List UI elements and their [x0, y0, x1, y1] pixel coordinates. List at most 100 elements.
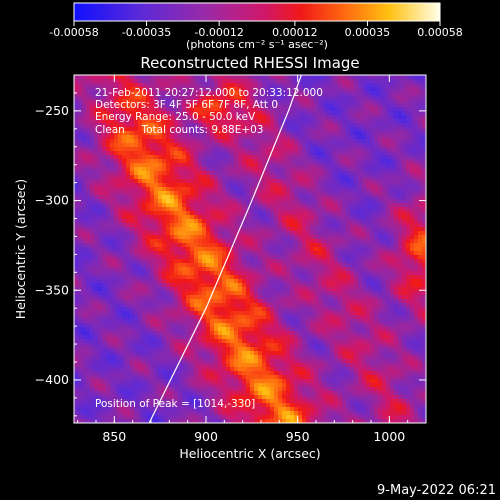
heatmap-cell [342, 143, 347, 148]
heatmap-cell [374, 235, 379, 240]
heatmap-cell [130, 291, 135, 296]
heatmap-cell [406, 91, 411, 96]
heatmap-cell [282, 75, 287, 80]
heatmap-cell [410, 159, 415, 164]
heatmap-cell [374, 207, 379, 212]
heatmap-cell [422, 275, 426, 280]
heatmap-cell [246, 231, 251, 236]
heatmap-cell [170, 235, 175, 240]
heatmap-cell [146, 91, 151, 96]
heatmap-cell [194, 259, 199, 264]
heatmap-cell [350, 119, 355, 124]
heatmap-cell [370, 283, 375, 288]
heatmap-cell [306, 279, 311, 284]
heatmap-cell [354, 147, 359, 152]
heatmap-cell [202, 267, 207, 272]
heatmap-cell [122, 131, 127, 136]
heatmap-cell [242, 271, 247, 276]
heatmap-cell [310, 191, 315, 196]
heatmap-cell [134, 119, 139, 124]
heatmap-cell [158, 183, 163, 188]
heatmap-cell [98, 87, 103, 92]
heatmap-cell [342, 203, 347, 208]
heatmap-cell [246, 251, 251, 256]
heatmap-cell [226, 83, 231, 88]
heatmap-cell [114, 215, 119, 220]
heatmap-cell [274, 163, 279, 168]
heatmap-cell [374, 115, 379, 120]
heatmap-cell [130, 115, 135, 120]
heatmap-cell [154, 87, 159, 92]
heatmap-cell [178, 107, 183, 112]
heatmap-cell [222, 207, 227, 212]
heatmap-cell [330, 179, 335, 184]
heatmap-cell [102, 99, 107, 104]
heatmap-cell [162, 103, 167, 108]
heatmap-cell [158, 207, 163, 212]
heatmap-cell [358, 99, 363, 104]
heatmap-cell [154, 151, 159, 156]
heatmap-cell [118, 251, 123, 256]
heatmap-cell [234, 259, 239, 264]
heatmap-cell [390, 95, 395, 100]
heatmap-cell [198, 87, 203, 92]
heatmap-cell [262, 295, 267, 300]
heatmap-cell [386, 91, 391, 96]
heatmap-cell [138, 239, 143, 244]
heatmap-cell [114, 99, 119, 104]
heatmap-cell [198, 139, 203, 144]
heatmap-cell [318, 163, 323, 168]
heatmap-cell [262, 111, 267, 116]
heatmap-cell [350, 123, 355, 128]
heatmap-cell [146, 123, 151, 128]
heatmap-cell [278, 111, 283, 116]
heatmap-cell [390, 251, 395, 256]
heatmap-cell [370, 91, 375, 96]
heatmap-cell [386, 223, 391, 228]
heatmap-cell [398, 259, 403, 264]
heatmap-cell [306, 75, 311, 80]
heatmap-cell [366, 131, 371, 136]
heatmap-cell [374, 267, 379, 272]
heatmap-cell [382, 159, 387, 164]
heatmap-cell [182, 79, 187, 84]
heatmap-cell [422, 171, 426, 176]
heatmap-cell [254, 163, 259, 168]
heatmap-cell [338, 83, 343, 88]
heatmap-cell [282, 211, 287, 216]
heatmap-cell [126, 163, 131, 168]
heatmap-cell [238, 235, 243, 240]
heatmap-cell [306, 287, 311, 292]
heatmap-cell [362, 275, 367, 280]
heatmap-cell [186, 271, 191, 276]
heatmap-cell [134, 79, 139, 84]
heatmap-cell [198, 135, 203, 140]
heatmap-cell [210, 131, 215, 136]
heatmap-cell [194, 227, 199, 232]
heatmap-cell [314, 207, 319, 212]
heatmap-cell [186, 163, 191, 168]
heatmap-cell [422, 95, 426, 100]
heatmap-cell [290, 247, 295, 252]
heatmap-cell [266, 143, 271, 148]
heatmap-cell [338, 267, 343, 272]
heatmap-cell [86, 259, 91, 264]
heatmap-cell [90, 83, 95, 88]
heatmap-cell [114, 275, 119, 280]
heatmap-cell [174, 223, 179, 228]
heatmap-cell [98, 247, 103, 252]
heatmap-cell [210, 79, 215, 84]
heatmap-cell [374, 275, 379, 280]
heatmap-cell [150, 207, 155, 212]
heatmap-cell [122, 163, 127, 168]
heatmap-cell [110, 243, 115, 248]
heatmap-cell [86, 131, 91, 136]
heatmap-cell [342, 195, 347, 200]
heatmap-cell [322, 287, 327, 292]
heatmap-cell [246, 115, 251, 120]
heatmap-cell [350, 247, 355, 252]
heatmap-cell [122, 179, 127, 184]
heatmap-cell [334, 251, 339, 256]
heatmap-cell [238, 75, 243, 80]
heatmap-cell [234, 211, 239, 216]
